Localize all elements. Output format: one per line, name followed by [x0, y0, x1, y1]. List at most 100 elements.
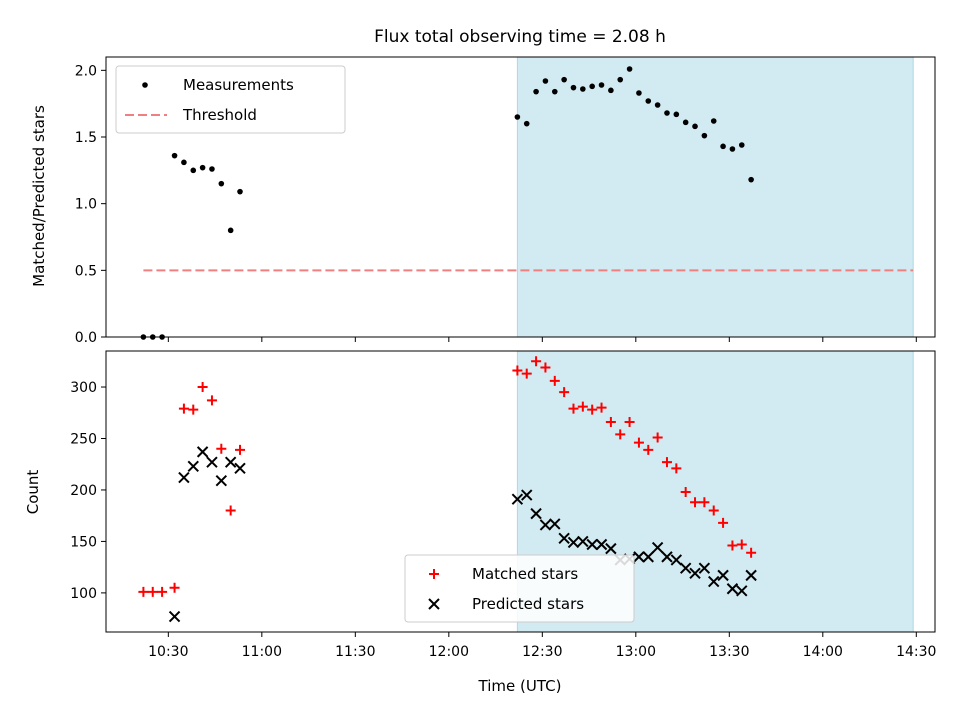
predicted-star-point — [708, 575, 720, 588]
top-y-tick-label: 1.5 — [75, 130, 97, 146]
predicted-star-point — [196, 446, 209, 458]
measurement-point — [636, 90, 642, 96]
predicted-star-point — [558, 532, 570, 545]
legend-label: Measurements — [183, 76, 294, 94]
matched-star-point — [746, 547, 757, 558]
predicted-star-point — [549, 518, 561, 530]
top-legend: Measurements Threshold — [115, 65, 346, 134]
measurement-point — [626, 66, 633, 72]
predicted-star-point — [187, 460, 199, 472]
measurement-point — [199, 164, 206, 171]
measurement-point — [710, 118, 717, 124]
top-y-tick-label: 0.0 — [75, 330, 97, 346]
matched-star-point — [718, 517, 729, 528]
matched-star-point — [235, 444, 246, 455]
predicted-star-point — [717, 569, 729, 582]
measurement-point — [580, 86, 586, 92]
top-y-tick-label: 0.5 — [75, 263, 97, 279]
measurement-point — [598, 82, 605, 88]
measurement-point — [181, 159, 187, 166]
matched-star-point — [624, 417, 635, 428]
legend-label: Threshold — [182, 106, 257, 124]
bottom-y-tick-label: 200 — [70, 483, 97, 499]
predicted-star-point — [736, 585, 748, 597]
predicted-star-point — [567, 536, 580, 549]
x-tick-label: 14:00 — [803, 644, 843, 660]
predicted-star-point — [689, 567, 701, 580]
predicted-star-point — [595, 538, 608, 551]
measurement-point — [589, 83, 595, 90]
x-tick-label: 13:00 — [616, 644, 656, 660]
bottom-y-tick-label: 300 — [70, 380, 97, 396]
matched-star-point — [615, 429, 626, 440]
predicted-star-point — [511, 493, 524, 505]
measurement-point — [570, 84, 577, 91]
top-series-measurements — [140, 66, 754, 340]
measurement-point — [171, 152, 178, 159]
top-legend-box — [115, 65, 346, 134]
x-tick-label: 11:30 — [335, 644, 375, 660]
predicted-star-point — [224, 456, 237, 468]
matched-star-point — [671, 463, 682, 474]
matched-star-point — [540, 362, 551, 373]
predicted-star-point — [539, 519, 552, 531]
bottom-y-tick-label: 250 — [70, 431, 97, 447]
matched-star-point — [661, 457, 672, 468]
measurement-point — [720, 143, 726, 150]
measurement-point — [227, 227, 234, 234]
matched-star-point — [549, 375, 560, 386]
measurement-point — [542, 78, 549, 84]
measurement-point — [218, 180, 225, 187]
chart-title: Flux total observing time = 2.08 h — [374, 27, 666, 47]
measurement-point — [729, 146, 736, 152]
predicted-star-point — [661, 551, 673, 563]
matched-star-point — [643, 444, 654, 455]
predicted-star-point — [642, 551, 654, 563]
measurement-point — [682, 119, 689, 126]
predicted-star-point — [745, 569, 757, 582]
measurement-point — [561, 76, 567, 83]
matched-star-point — [605, 417, 616, 428]
matched-star-point — [633, 437, 644, 448]
measurement-point — [692, 123, 698, 130]
bottom-series-predicted-stars — [168, 446, 757, 623]
legend-label: Matched stars — [472, 565, 578, 583]
predicted-star-point — [234, 462, 246, 475]
bottom-legend: Matched stars Predicted stars — [404, 554, 635, 623]
matched-star-point — [206, 395, 217, 406]
matched-star-point — [225, 505, 236, 516]
bottom-legend-box — [404, 554, 635, 623]
matched-star-point — [197, 382, 208, 393]
matched-star-point — [178, 403, 189, 414]
predicted-star-point — [651, 541, 664, 554]
matched-star-point — [577, 401, 588, 412]
matched-star-point — [138, 586, 149, 597]
bottom-y-tick-label: 100 — [70, 586, 97, 602]
predicted-star-point — [168, 610, 181, 623]
bottom-panel: 100 150 200 250 300 10:30 11:00 11:30 12:00 12:30… — [70, 350, 936, 660]
matched-star-point — [531, 356, 542, 367]
predicted-star-point — [577, 535, 589, 548]
top-y-axis-label: Matched/Predicted stars — [30, 105, 48, 287]
matched-star-point — [587, 404, 598, 415]
x-tick-label: 11:00 — [242, 644, 282, 660]
predicted-star-point — [605, 542, 617, 555]
measurement-point — [617, 76, 624, 83]
x-tick-label: 14:30 — [896, 644, 936, 660]
measurement-point — [654, 102, 661, 108]
bottom-y-tick-label: 150 — [70, 534, 97, 550]
matched-star-point — [157, 586, 168, 597]
predicted-star-point — [698, 562, 711, 574]
matched-star-point — [169, 582, 180, 593]
x-tick-label: 13:30 — [709, 644, 749, 660]
bottom-axes-frame — [105, 350, 936, 633]
predicted-star-point — [206, 456, 218, 468]
matched-star-point — [680, 487, 691, 498]
legend-x-marker — [428, 598, 440, 610]
legend-label: Predicted stars — [472, 595, 584, 613]
legend-plus-marker — [429, 569, 439, 579]
predicted-star-point — [530, 507, 542, 520]
predicted-star-point — [521, 489, 533, 501]
measurement-point — [551, 88, 558, 95]
